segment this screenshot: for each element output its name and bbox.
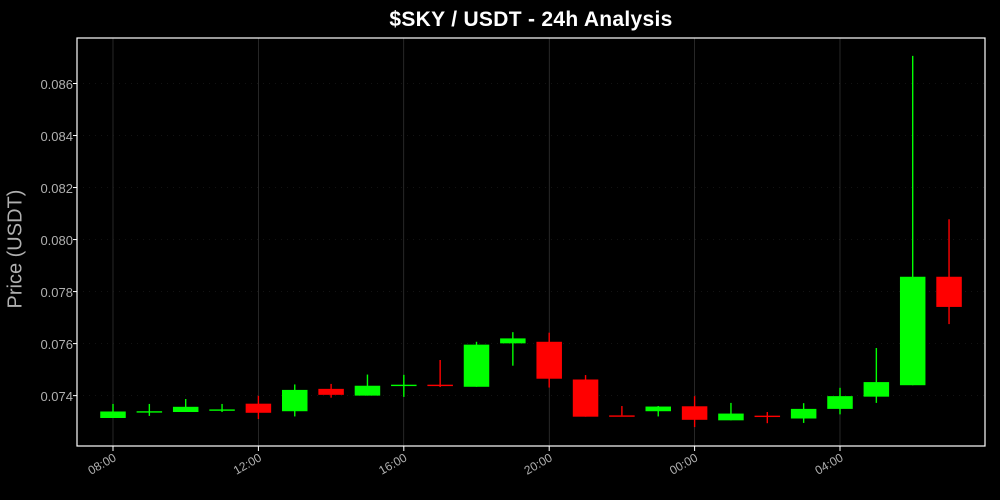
svg-text:04:00: 04:00 bbox=[812, 450, 845, 477]
svg-text:20:00: 20:00 bbox=[522, 450, 555, 477]
svg-text:00:00: 00:00 bbox=[667, 450, 700, 477]
svg-text:12:00: 12:00 bbox=[231, 450, 264, 477]
svg-text:16:00: 16:00 bbox=[376, 450, 409, 477]
svg-text:08:00: 08:00 bbox=[85, 450, 118, 477]
